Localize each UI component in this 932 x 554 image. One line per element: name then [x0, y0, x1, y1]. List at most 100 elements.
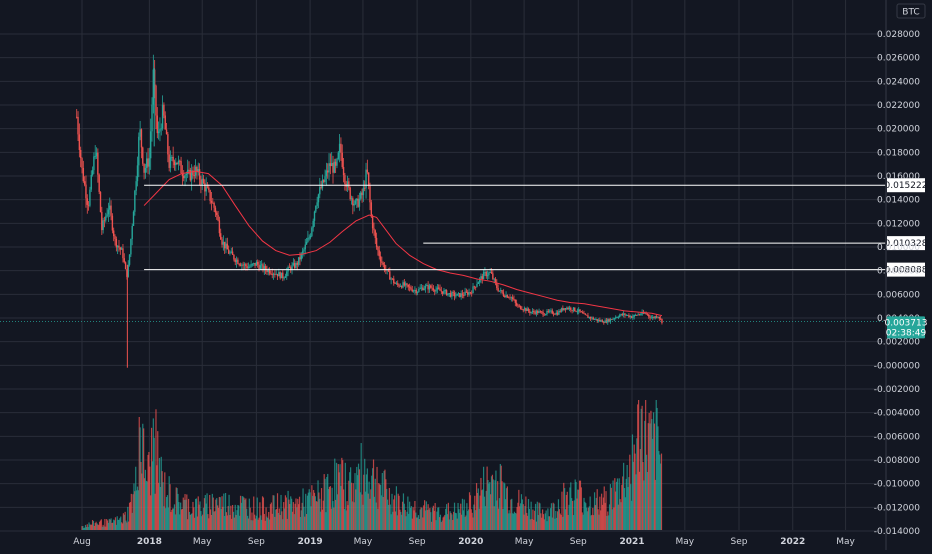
candle-body	[510, 297, 513, 299]
volume-bar	[554, 518, 556, 530]
volume-bar	[82, 526, 84, 530]
candle-body	[390, 278, 392, 280]
volume-bar	[187, 519, 189, 530]
volume-bar	[195, 498, 197, 530]
volume-bar	[613, 507, 615, 530]
volume-bar	[302, 488, 304, 530]
volume-bar	[157, 431, 159, 530]
volume-bar	[239, 515, 241, 530]
volume-bar	[633, 444, 635, 530]
volume-bar	[139, 427, 141, 530]
volume-bar	[325, 512, 327, 530]
candle-body	[360, 192, 362, 199]
candle-body	[649, 316, 651, 318]
candle-body	[593, 319, 596, 321]
candle-body	[147, 158, 149, 167]
candle-body	[217, 214, 219, 221]
volume-bar	[385, 479, 387, 530]
volume-bar	[126, 522, 128, 530]
candle-body	[130, 238, 132, 255]
volume-bar	[105, 526, 107, 530]
candle-body	[394, 283, 396, 284]
candle-body	[251, 263, 254, 265]
candle-body	[589, 316, 592, 319]
volume-bar	[225, 512, 228, 530]
volume-bar	[372, 468, 374, 530]
candle-body	[428, 285, 431, 290]
candle-body	[600, 320, 602, 322]
candle-body	[381, 261, 383, 263]
volume-bar	[508, 510, 510, 530]
volume-bar	[544, 513, 546, 530]
volume-bar	[276, 493, 279, 530]
candle-body	[570, 307, 572, 311]
volume-bar	[591, 514, 593, 530]
volume-bar	[146, 481, 148, 530]
axis-layer[interactable]: 0.028000 0.026000 0.024000 0.022000 0.020000…	[73, 0, 920, 550]
candle-body	[585, 314, 588, 316]
x-tick-label: 2019	[298, 537, 323, 547]
volume-bar	[136, 486, 139, 530]
horizontal-levels-layer[interactable]: 0.015222 0.010328 0.008088	[0, 178, 928, 322]
volume-bar	[92, 521, 95, 530]
candle-body	[237, 259, 239, 264]
volume-bar	[249, 507, 251, 530]
volume-bar	[400, 511, 402, 530]
volume-bar	[346, 501, 348, 530]
candle-body	[97, 152, 99, 175]
x-tick-label: May	[515, 537, 534, 547]
candle-body	[206, 186, 209, 188]
candle-body	[99, 191, 102, 213]
volume-bar	[652, 412, 655, 530]
volume-bar	[406, 511, 408, 530]
candle-body	[83, 181, 86, 185]
volume-bar	[596, 489, 598, 530]
volume-bar	[539, 503, 541, 530]
candle-body	[373, 228, 375, 231]
candle-body	[419, 288, 421, 290]
volume-bar	[247, 518, 250, 530]
currency-badge[interactable]: BTC	[896, 3, 926, 19]
volume-bar	[500, 465, 502, 530]
candle-body	[448, 293, 450, 294]
volume-bar	[95, 521, 97, 530]
y-tick-label: 0.016000	[877, 172, 920, 182]
candle-body	[550, 310, 552, 312]
volume-bar	[120, 516, 122, 530]
volume-bar	[210, 514, 213, 530]
volume-bar	[306, 495, 309, 530]
volume-bar	[550, 503, 553, 530]
volume-bar	[144, 469, 147, 530]
candle-body	[416, 291, 419, 294]
volume-bar	[338, 472, 340, 530]
volume-bar	[142, 423, 144, 530]
volume-bar	[187, 498, 190, 530]
candle-body	[369, 185, 371, 203]
candle-body	[604, 320, 606, 323]
volume-bar	[172, 508, 175, 530]
volume-bar	[571, 498, 573, 530]
volume-bar	[606, 515, 608, 530]
candle-body	[397, 283, 399, 285]
candle-body	[235, 259, 238, 263]
volume-bar	[527, 515, 529, 530]
candle-body	[356, 198, 358, 201]
candle-body	[534, 312, 536, 314]
candle-body	[312, 220, 314, 228]
candle-body	[441, 291, 444, 294]
candle-body	[638, 314, 641, 316]
volume-bar	[343, 509, 346, 530]
volume-bar	[222, 506, 224, 530]
volume-bar	[393, 499, 395, 530]
volume-bar	[567, 514, 569, 530]
candle-body	[566, 307, 568, 310]
volume-bar	[653, 423, 656, 530]
volume-bar	[654, 479, 656, 530]
candle-body	[197, 169, 199, 172]
candle-body	[611, 319, 613, 320]
candle-body	[648, 314, 650, 317]
candle-body	[592, 317, 594, 320]
volume-bar	[595, 497, 597, 530]
